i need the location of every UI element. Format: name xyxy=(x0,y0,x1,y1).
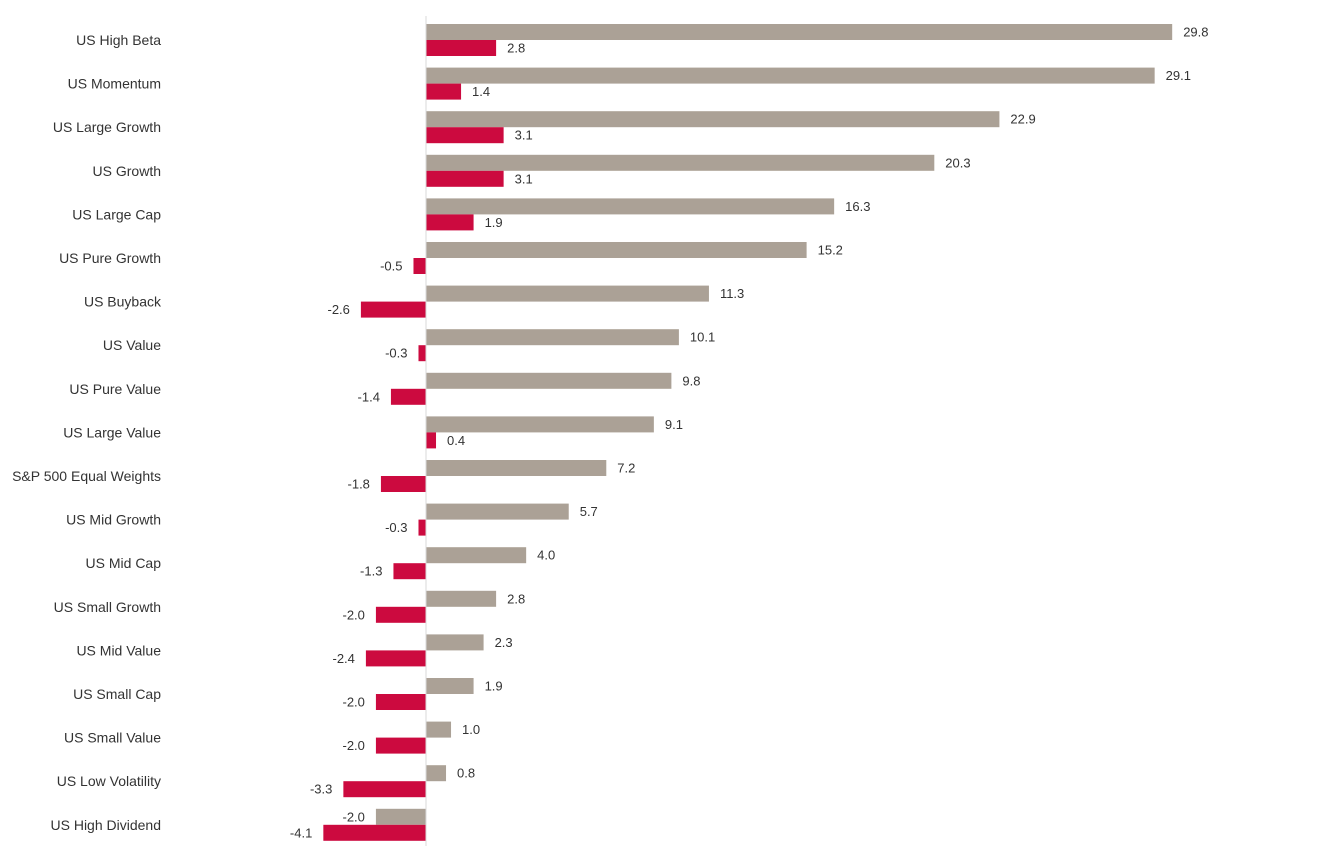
bar-series-1-us-momentum xyxy=(426,67,1155,84)
bar-series-2-us-pure-value xyxy=(390,388,426,405)
category-label-us-small-cap: US Small Cap xyxy=(73,686,161,702)
value-label-series-1-us-growth: 20.3 xyxy=(945,155,970,170)
bar-series-1-us-buyback xyxy=(426,285,709,302)
category-label-us-mid-growth: US Mid Growth xyxy=(66,512,161,528)
bar-series-2-us-small-growth xyxy=(375,606,426,623)
category-label-us-high-beta: US High Beta xyxy=(76,32,161,48)
value-label-series-2-us-large-cap: 1.9 xyxy=(485,215,503,230)
value-label-series-2-sandp-500-equal-weights: -1.8 xyxy=(348,477,370,492)
bar-series-2-us-momentum xyxy=(426,83,462,100)
category-label-us-large-value: US Large Value xyxy=(63,424,161,440)
bar-series-2-us-large-value xyxy=(426,432,437,449)
value-label-series-1-sandp-500-equal-weights: 7.2 xyxy=(617,461,635,476)
value-label-series-1-us-large-value: 9.1 xyxy=(665,417,683,432)
bar-series-2-us-mid-cap xyxy=(393,563,426,580)
value-label-series-1-us-mid-growth: 5.7 xyxy=(580,504,598,519)
bar-series-2-us-growth xyxy=(426,170,504,187)
value-label-series-2-us-mid-value: -2.4 xyxy=(332,651,354,666)
value-label-series-1-us-momentum: 29.1 xyxy=(1166,68,1191,83)
category-labels: US High Beta US Momentum US Large Growth US… xyxy=(12,32,162,833)
value-label-series-2-us-small-value: -2.0 xyxy=(343,738,365,753)
value-label-series-2-us-small-growth: -2.0 xyxy=(343,607,365,622)
category-label-us-large-cap: US Large Cap xyxy=(72,206,161,222)
bars xyxy=(323,24,1173,841)
bar-series-2-us-low-volatility xyxy=(343,781,426,798)
bar-series-2-us-mid-value xyxy=(365,650,426,667)
bar-series-1-us-mid-cap xyxy=(426,547,527,564)
bar-series-2-us-pure-growth xyxy=(413,258,426,274)
category-label-us-momentum: US Momentum xyxy=(68,76,161,92)
value-label-series-2-us-high-dividend: -4.1 xyxy=(290,825,312,840)
value-label-series-1-us-value: 10.1 xyxy=(690,330,715,345)
bar-series-1-us-value xyxy=(426,329,679,346)
value-label-series-2-us-low-volatility: -3.3 xyxy=(310,782,332,797)
category-label-us-low-volatility: US Low Volatility xyxy=(57,773,161,789)
category-label-us-mid-value: US Mid Value xyxy=(76,642,161,658)
bar-series-2-us-small-value xyxy=(375,737,426,754)
value-label-series-1-us-mid-cap: 4.0 xyxy=(537,548,555,563)
value-label-series-2-us-pure-value: -1.4 xyxy=(358,389,380,404)
bar-series-2-us-high-beta xyxy=(426,40,497,56)
bar-series-1-us-mid-value xyxy=(426,634,484,651)
bar-series-1-us-high-dividend xyxy=(375,808,426,825)
value-label-series-1-us-high-dividend: -2.0 xyxy=(343,809,365,824)
value-label-series-1-us-large-cap: 16.3 xyxy=(845,199,870,214)
category-label-us-value: US Value xyxy=(103,337,161,353)
bar-series-1-us-growth xyxy=(426,154,935,171)
value-label-series-1-us-pure-growth: 15.2 xyxy=(818,243,843,258)
value-label-series-1-us-buyback: 11.3 xyxy=(720,286,744,301)
value-label-series-1-us-low-volatility: 0.8 xyxy=(457,766,475,781)
bar-series-1-us-high-beta xyxy=(426,24,1173,40)
bar-series-1-us-small-value xyxy=(426,721,452,738)
bar-series-2-us-mid-growth xyxy=(418,519,426,536)
value-label-series-2-us-high-beta: 2.8 xyxy=(507,41,525,56)
value-label-series-1-us-mid-value: 2.3 xyxy=(495,635,513,650)
bar-series-1-sandp-500-equal-weights xyxy=(426,460,607,476)
bar-series-2-us-large-cap xyxy=(426,214,474,231)
bar-series-1-us-mid-growth xyxy=(426,503,569,520)
bar-series-1-us-large-growth xyxy=(426,111,1000,128)
value-label-series-2-us-pure-growth: -0.5 xyxy=(380,259,402,274)
category-label-us-large-growth: US Large Growth xyxy=(53,119,161,135)
bar-series-1-us-pure-value xyxy=(426,372,672,389)
bar-series-2-us-buyback xyxy=(360,301,426,318)
value-label-series-2-us-mid-growth: -0.3 xyxy=(385,520,407,535)
value-label-series-1-us-large-growth: 22.9 xyxy=(1010,112,1035,127)
bar-series-2-us-small-cap xyxy=(375,694,426,710)
value-label-series-1-us-pure-value: 9.8 xyxy=(682,373,700,388)
category-label-us-buyback: US Buyback xyxy=(84,294,162,310)
value-label-series-2-us-large-growth: 3.1 xyxy=(515,128,533,143)
value-label-series-1-us-small-growth: 2.8 xyxy=(507,591,525,606)
category-label-sandp-500-equal-weights: S&P 500 Equal Weights xyxy=(12,468,161,484)
bar-series-2-sandp-500-equal-weights xyxy=(380,476,426,492)
bar-series-1-us-small-cap xyxy=(426,678,474,694)
value-label-series-2-us-small-cap: -2.0 xyxy=(343,695,365,710)
value-label-series-1-us-high-beta: 29.8 xyxy=(1183,25,1208,40)
value-label-series-2-us-growth: 3.1 xyxy=(515,171,533,186)
bar-series-1-us-small-growth xyxy=(426,590,497,607)
value-labels: 29.8 2.8 29.1 1.4 22.9 3.1 20.3 3.1 16.3 1.9 15.2 -… xyxy=(290,25,1209,841)
category-label-us-mid-cap: US Mid Cap xyxy=(86,555,162,571)
category-label-us-pure-growth: US Pure Growth xyxy=(59,250,161,266)
value-label-series-2-us-buyback: -2.6 xyxy=(327,302,349,317)
bar-series-1-us-pure-growth xyxy=(426,242,807,258)
value-label-series-1-us-small-cap: 1.9 xyxy=(485,679,503,694)
category-label-us-small-value: US Small Value xyxy=(64,730,161,746)
bar-series-2-us-large-growth xyxy=(426,127,504,144)
category-label-us-pure-value: US Pure Value xyxy=(69,381,161,397)
bar-series-1-us-large-value xyxy=(426,416,654,433)
category-label-us-high-dividend: US High Dividend xyxy=(51,817,162,833)
value-label-series-2-us-mid-cap: -1.3 xyxy=(360,564,382,579)
value-label-series-2-us-large-value: 0.4 xyxy=(447,433,465,448)
category-label-us-growth: US Growth xyxy=(93,163,161,179)
value-label-series-1-us-small-value: 1.0 xyxy=(462,722,480,737)
bar-series-1-us-large-cap xyxy=(426,198,835,215)
bar-series-1-us-low-volatility xyxy=(426,765,447,782)
category-label-us-small-growth: US Small Growth xyxy=(54,599,161,615)
value-label-series-2-us-momentum: 1.4 xyxy=(472,84,490,99)
value-label-series-2-us-value: -0.3 xyxy=(385,346,407,361)
bar-series-2-us-value xyxy=(418,345,426,362)
bar-series-2-us-high-dividend xyxy=(323,824,426,841)
